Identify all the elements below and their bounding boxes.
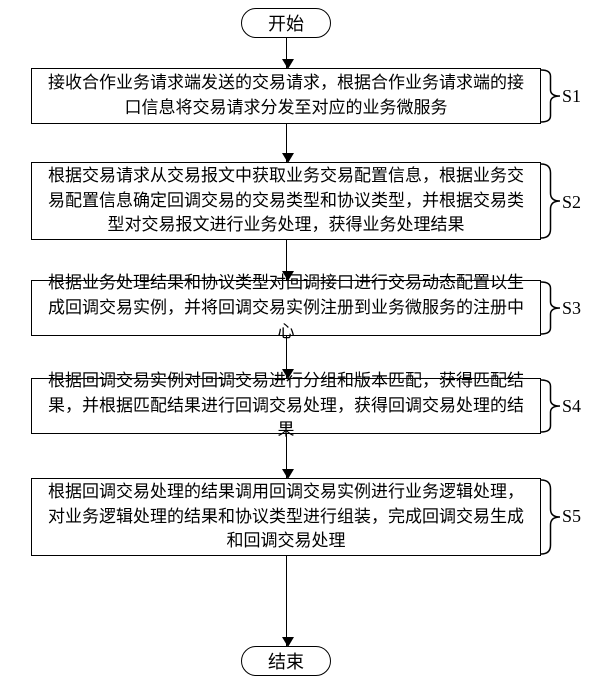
step-s4-text: 根据回调交易实例对回调交易进行分组和版本匹配，获得匹配结果，并根据匹配结果进行回… <box>42 369 530 443</box>
arrow <box>286 38 287 68</box>
step-label-s1: S1 <box>562 86 581 107</box>
step-label-s5: S5 <box>562 506 581 527</box>
step-s1-box: 接收合作业务请求端发送的交易请求，根据合作业务请求端的接口信息将交易请求分发至对… <box>31 68 541 124</box>
step-s2-text: 根据交易请求从交易报文中获取业务交易配置信息，根据业务交易配置信息确定回调交易的… <box>42 164 530 238</box>
start-terminal: 开始 <box>241 8 331 38</box>
end-label: 结束 <box>268 648 304 674</box>
flowchart-canvas: 开始 结束 接收合作业务请求端发送的交易请求，根据合作业务请求端的接口信息将交易… <box>0 0 598 684</box>
step-label-s3: S3 <box>562 298 581 319</box>
step-label-s2: S2 <box>562 192 581 213</box>
arrow <box>286 556 287 646</box>
step-s5-text: 根据回调交易处理的结果调用回调交易实例进行业务逻辑处理，对业务逻辑处理的结果和协… <box>42 480 530 554</box>
brace-icon <box>541 280 564 336</box>
brace-icon <box>541 162 564 240</box>
end-terminal: 结束 <box>241 646 331 676</box>
start-label: 开始 <box>268 10 304 36</box>
step-s3-text: 根据业务处理结果和协议类型对回调接口进行交易动态配置以生成回调交易实例，并将回调… <box>42 271 530 345</box>
step-s3-box: 根据业务处理结果和协议类型对回调接口进行交易动态配置以生成回调交易实例，并将回调… <box>31 280 541 336</box>
step-label-s4: S4 <box>562 396 581 417</box>
step-s2-box: 根据交易请求从交易报文中获取业务交易配置信息，根据业务交易配置信息确定回调交易的… <box>31 162 541 240</box>
step-s1-text: 接收合作业务请求端发送的交易请求，根据合作业务请求端的接口信息将交易请求分发至对… <box>42 71 530 120</box>
brace-icon <box>541 68 564 124</box>
brace-icon <box>541 378 564 434</box>
brace-icon <box>541 478 564 556</box>
step-s5-box: 根据回调交易处理的结果调用回调交易实例进行业务逻辑处理，对业务逻辑处理的结果和协… <box>31 478 541 556</box>
arrow <box>286 124 287 162</box>
step-s4-box: 根据回调交易实例对回调交易进行分组和版本匹配，获得匹配结果，并根据匹配结果进行回… <box>31 378 541 434</box>
